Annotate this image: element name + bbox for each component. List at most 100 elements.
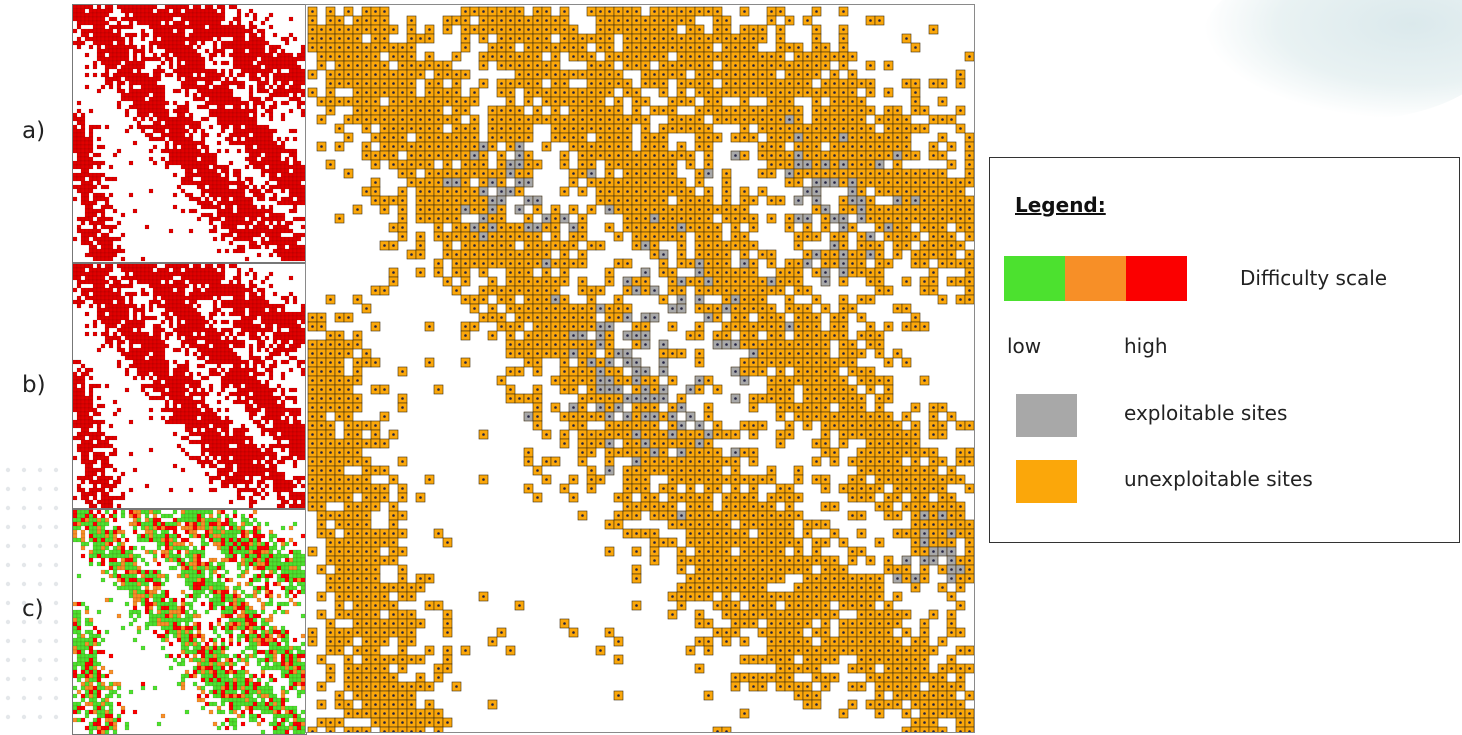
high-difficulty-cell — [120, 88, 126, 94]
medium-difficulty-cell — [136, 597, 142, 603]
high-difficulty-cell — [73, 521, 78, 527]
high-difficulty-cell — [184, 363, 190, 369]
high-difficulty-cell — [144, 275, 150, 281]
high-difficulty-cell — [256, 327, 262, 333]
high-difficulty-cell — [88, 303, 94, 309]
high-difficulty-cell — [88, 5, 94, 10]
low-difficulty-cell — [180, 545, 186, 551]
high-difficulty-cell — [200, 156, 206, 162]
high-difficulty-cell — [144, 279, 150, 285]
low-difficulty-cell — [268, 549, 274, 555]
high-difficulty-cell — [208, 200, 214, 206]
high-difficulty-cell — [276, 459, 282, 465]
high-difficulty-cell — [276, 236, 282, 242]
high-difficulty-cell — [116, 343, 122, 349]
high-difficulty-cell — [120, 323, 126, 329]
high-difficulty-cell — [252, 116, 258, 122]
high-difficulty-cell — [296, 363, 302, 369]
high-difficulty-cell — [152, 331, 158, 337]
high-difficulty-cell — [92, 291, 98, 297]
high-difficulty-cell — [160, 136, 166, 142]
high-difficulty-cell — [292, 36, 298, 42]
high-difficulty-cell — [204, 160, 210, 166]
high-difficulty-cell — [224, 76, 230, 82]
medium-difficulty-cell — [88, 549, 94, 555]
high-difficulty-cell — [132, 76, 138, 82]
high-difficulty-cell — [256, 224, 262, 230]
high-difficulty-cell — [204, 411, 210, 417]
low-difficulty-cell — [160, 533, 166, 539]
high-difficulty-cell — [244, 447, 250, 453]
low-difficulty-cell — [208, 517, 214, 523]
high-difficulty-cell — [296, 407, 302, 413]
high-difficulty-cell — [272, 581, 278, 587]
medium-difficulty-cell — [132, 517, 138, 523]
high-difficulty-cell — [84, 415, 90, 421]
high-difficulty-cell — [100, 455, 106, 461]
low-difficulty-cell — [224, 605, 230, 611]
high-difficulty-cell — [236, 641, 242, 647]
low-difficulty-cell — [132, 557, 138, 563]
low-difficulty-cell — [176, 545, 182, 551]
high-difficulty-cell — [92, 279, 98, 285]
high-difficulty-cell — [76, 411, 82, 417]
high-difficulty-cell — [180, 343, 186, 349]
high-difficulty-cell — [88, 503, 94, 508]
high-difficulty-cell — [188, 196, 194, 202]
high-difficulty-cell — [284, 256, 290, 262]
high-difficulty-cell — [296, 311, 302, 317]
high-difficulty-cell — [284, 228, 290, 234]
high-difficulty-cell — [236, 495, 242, 501]
low-difficulty-cell — [280, 545, 286, 551]
high-difficulty-cell — [196, 152, 202, 158]
high-difficulty-cell — [232, 5, 238, 10]
high-difficulty-cell — [172, 283, 178, 289]
high-difficulty-cell — [196, 88, 202, 94]
high-difficulty-cell — [248, 537, 254, 543]
high-difficulty-cell — [208, 657, 214, 663]
high-difficulty-cell — [252, 56, 258, 62]
high-difficulty-cell — [260, 40, 266, 46]
high-difficulty-cell — [136, 60, 142, 66]
high-difficulty-cell — [180, 56, 186, 62]
high-difficulty-cell — [240, 248, 246, 254]
high-difficulty-cell — [148, 80, 154, 86]
high-difficulty-cell — [220, 625, 226, 631]
high-difficulty-cell — [124, 108, 130, 114]
high-difficulty-cell — [216, 28, 222, 34]
low-difficulty-cell — [136, 629, 142, 635]
high-difficulty-cell — [216, 216, 222, 222]
high-difficulty-cell — [280, 172, 286, 178]
high-difficulty-cell — [208, 267, 214, 273]
high-difficulty-cell — [192, 196, 198, 202]
high-difficulty-cell — [216, 359, 222, 365]
low-difficulty-cell — [108, 529, 114, 535]
high-difficulty-cell — [76, 20, 82, 26]
low-difficulty-cell — [160, 609, 166, 615]
high-difficulty-cell — [136, 351, 142, 357]
high-difficulty-cell — [176, 44, 182, 50]
high-difficulty-cell — [276, 56, 282, 62]
high-difficulty-cell — [80, 116, 86, 122]
high-difficulty-cell — [96, 144, 102, 150]
low-difficulty-cell — [212, 537, 218, 543]
high-difficulty-cell — [204, 152, 210, 158]
low-difficulty-cell — [168, 629, 174, 635]
medium-difficulty-cell — [292, 565, 298, 571]
low-difficulty-cell — [272, 641, 278, 647]
high-difficulty-cell — [124, 323, 130, 329]
high-difficulty-cell — [236, 220, 242, 226]
high-difficulty-cell — [216, 565, 222, 571]
high-difficulty-cell — [200, 451, 206, 457]
high-difficulty-cell — [156, 112, 162, 118]
high-difficulty-cell — [256, 244, 262, 250]
high-difficulty-cell — [220, 447, 226, 453]
high-difficulty-cell — [188, 192, 194, 198]
high-difficulty-cell — [292, 577, 298, 583]
high-difficulty-cell — [100, 503, 106, 508]
high-difficulty-cell — [100, 172, 106, 178]
high-difficulty-cell — [244, 299, 250, 305]
high-difficulty-cell — [96, 256, 102, 262]
high-difficulty-cell — [196, 311, 202, 317]
high-difficulty-cell — [216, 148, 222, 154]
